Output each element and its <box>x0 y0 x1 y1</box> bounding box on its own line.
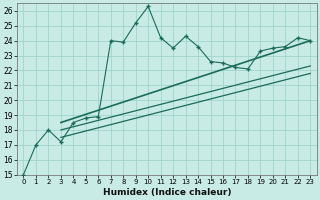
X-axis label: Humidex (Indice chaleur): Humidex (Indice chaleur) <box>103 188 231 197</box>
